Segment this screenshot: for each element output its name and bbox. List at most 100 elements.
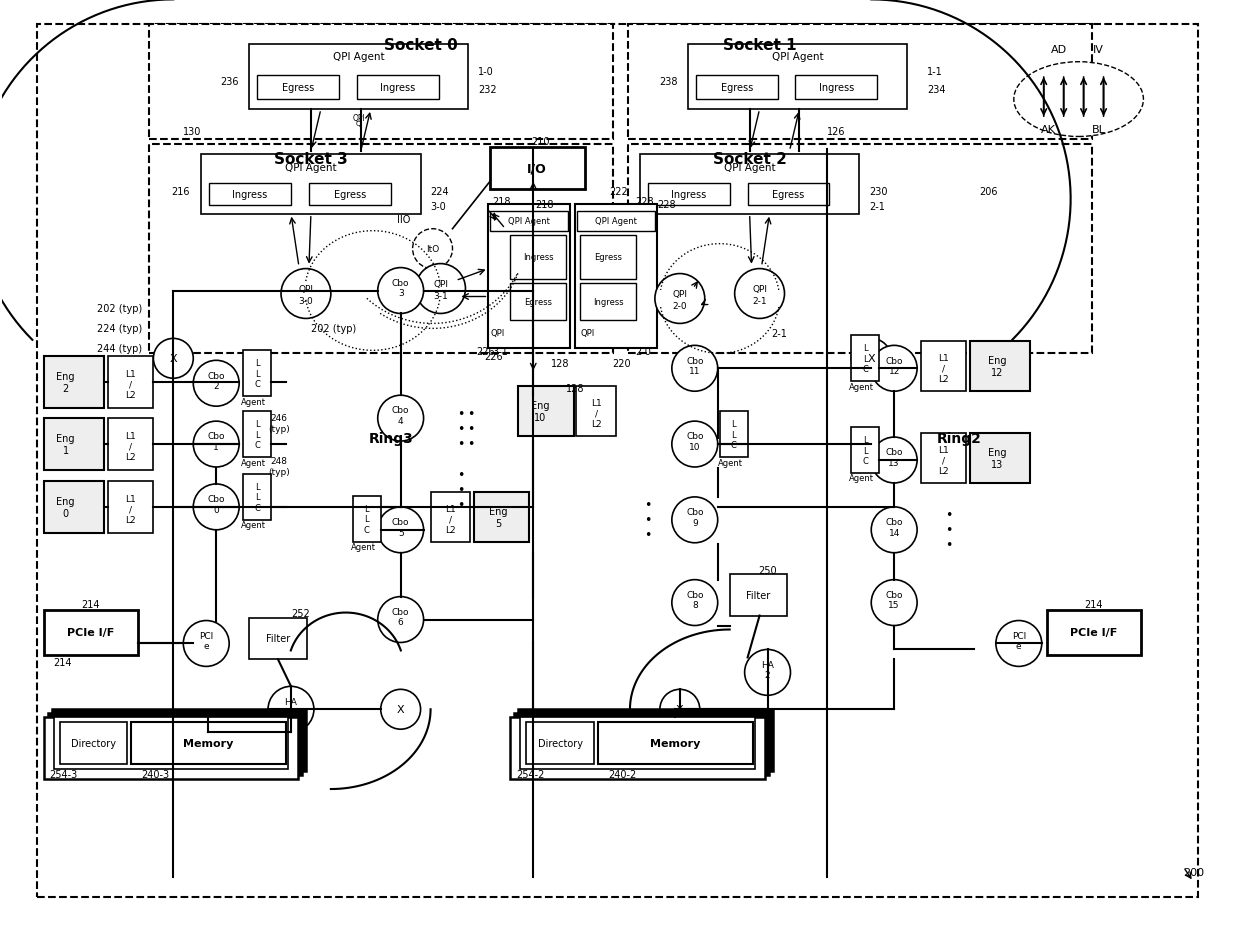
- Text: 218: 218: [492, 197, 511, 207]
- Text: Egress: Egress: [334, 189, 366, 200]
- Text: I/O: I/O: [527, 162, 547, 175]
- FancyBboxPatch shape: [627, 145, 1091, 354]
- Text: Cbo
5: Cbo 5: [392, 518, 409, 537]
- Text: 246
(typ): 246 (typ): [268, 414, 290, 433]
- Text: 2-1: 2-1: [753, 297, 766, 305]
- Text: 1-0: 1-0: [479, 67, 495, 77]
- Text: Ingress: Ingress: [671, 189, 707, 200]
- FancyBboxPatch shape: [580, 236, 636, 279]
- Text: 128: 128: [551, 359, 569, 369]
- Text: 214: 214: [53, 658, 72, 667]
- Text: Eng
10: Eng 10: [531, 401, 549, 422]
- Text: Egress: Egress: [773, 189, 805, 200]
- Text: BL: BL: [1091, 125, 1106, 135]
- Text: QPI: QPI: [753, 285, 768, 293]
- Circle shape: [154, 339, 193, 379]
- Text: Cbo
3: Cbo 3: [392, 278, 409, 298]
- Text: 1-1: 1-1: [928, 67, 942, 77]
- Text: Cbo
2: Cbo 2: [207, 371, 224, 391]
- FancyBboxPatch shape: [580, 283, 636, 321]
- Text: Cbo
14: Cbo 14: [885, 518, 903, 537]
- Text: 250: 250: [758, 565, 777, 575]
- Circle shape: [378, 508, 424, 553]
- Text: L
L
C: L L C: [730, 419, 737, 449]
- FancyBboxPatch shape: [210, 184, 291, 206]
- FancyBboxPatch shape: [108, 419, 154, 470]
- Text: Directory: Directory: [538, 739, 583, 748]
- Circle shape: [381, 690, 420, 729]
- Text: PCIe I/F: PCIe I/F: [67, 628, 114, 638]
- Text: 3-0: 3-0: [430, 201, 446, 212]
- Circle shape: [872, 438, 918, 483]
- Text: 226: 226: [485, 352, 503, 362]
- Text: Egress: Egress: [525, 298, 552, 306]
- FancyBboxPatch shape: [201, 155, 420, 214]
- FancyBboxPatch shape: [852, 428, 879, 473]
- Text: Cbo
9: Cbo 9: [686, 508, 703, 527]
- Circle shape: [872, 346, 918, 392]
- Text: Agent: Agent: [849, 382, 874, 392]
- Text: 228: 228: [657, 200, 676, 210]
- Circle shape: [734, 269, 785, 319]
- FancyBboxPatch shape: [131, 722, 286, 765]
- FancyBboxPatch shape: [575, 204, 657, 349]
- Text: •
•
•: • • •: [456, 469, 464, 512]
- FancyBboxPatch shape: [598, 722, 753, 765]
- Text: X: X: [170, 354, 177, 364]
- Text: Egress: Egress: [720, 83, 753, 93]
- Text: QPI Agent: QPI Agent: [771, 52, 823, 62]
- Text: Socket 3: Socket 3: [274, 152, 347, 167]
- Text: 254-2: 254-2: [516, 769, 544, 780]
- FancyBboxPatch shape: [640, 155, 859, 214]
- FancyBboxPatch shape: [649, 184, 729, 206]
- FancyBboxPatch shape: [719, 412, 748, 458]
- Text: L
L
C: L L C: [862, 435, 868, 466]
- Text: 222: 222: [609, 187, 627, 197]
- FancyBboxPatch shape: [47, 714, 303, 775]
- Text: 220: 220: [613, 359, 631, 369]
- Text: Ingress: Ingress: [379, 83, 415, 93]
- Text: 218: 218: [536, 200, 554, 210]
- Text: 128: 128: [565, 384, 584, 393]
- FancyBboxPatch shape: [43, 482, 104, 534]
- FancyBboxPatch shape: [518, 710, 773, 771]
- FancyBboxPatch shape: [729, 574, 787, 616]
- Text: Ingress: Ingress: [818, 83, 854, 93]
- Text: IV: IV: [1094, 45, 1104, 55]
- FancyBboxPatch shape: [526, 722, 594, 765]
- Text: Cbo
11: Cbo 11: [686, 356, 703, 376]
- Text: 224: 224: [430, 187, 449, 197]
- Text: QPI Agent: QPI Agent: [334, 52, 384, 62]
- Text: 210: 210: [531, 136, 549, 147]
- Text: L1
/
L2: L1 / L2: [590, 399, 601, 429]
- Text: Cbo
1: Cbo 1: [207, 432, 224, 451]
- Circle shape: [268, 687, 314, 732]
- Text: QPI: QPI: [352, 113, 365, 122]
- Text: Agent: Agent: [718, 458, 743, 467]
- Circle shape: [660, 690, 699, 729]
- Text: HA
2: HA 2: [761, 660, 774, 679]
- FancyBboxPatch shape: [257, 76, 339, 100]
- FancyBboxPatch shape: [521, 717, 755, 769]
- FancyBboxPatch shape: [43, 610, 139, 656]
- Text: QPI: QPI: [672, 290, 687, 299]
- Text: Ingress: Ingress: [593, 298, 624, 306]
- Text: Cbo
12: Cbo 12: [885, 356, 903, 376]
- FancyBboxPatch shape: [243, 412, 272, 458]
- Text: Egress: Egress: [594, 252, 622, 262]
- Circle shape: [672, 580, 718, 625]
- FancyBboxPatch shape: [475, 493, 529, 542]
- Circle shape: [872, 508, 918, 553]
- Text: 214: 214: [1084, 599, 1102, 609]
- Text: Cbo
6: Cbo 6: [392, 607, 409, 626]
- Circle shape: [378, 597, 424, 643]
- Text: Agent: Agent: [351, 543, 376, 551]
- FancyBboxPatch shape: [970, 433, 1029, 483]
- Text: 126: 126: [827, 127, 846, 136]
- Text: Cbo
8: Cbo 8: [686, 590, 703, 610]
- Text: Socket 2: Socket 2: [713, 152, 786, 167]
- Text: IIO: IIO: [397, 214, 410, 225]
- FancyBboxPatch shape: [511, 717, 765, 780]
- Text: •
•
•: • • •: [945, 509, 952, 552]
- Text: Ring2: Ring2: [936, 432, 981, 445]
